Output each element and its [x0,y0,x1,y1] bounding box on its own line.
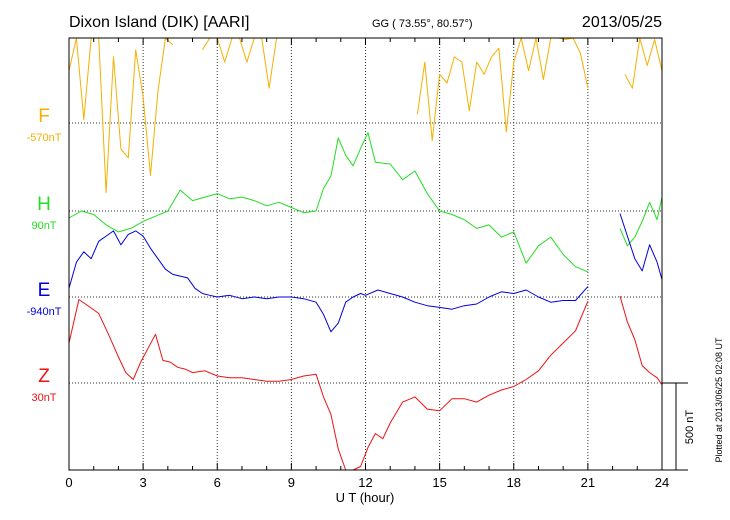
scale-bar: 500 nT [662,382,696,471]
component-baseline-label: -940nT [27,306,62,318]
x-tick-label: 3 [140,475,147,490]
x-tick-label: 18 [507,475,521,490]
x-tick-label: 21 [581,475,595,490]
component-name: F [38,106,50,127]
component-name: H [37,194,51,215]
plotted-note: Plotted at 2013/06/25 02:08 UT [714,337,724,463]
station-coordinates: GG ( 73.55°, 80.57°) [372,18,473,30]
chart-date: 2013/05/25 [582,14,662,31]
component-baseline-label: 30nT [31,392,56,404]
x-tick-label: 6 [214,475,221,490]
component-name: Z [38,366,50,387]
station-title: Dixon Island (DIK) [AARI] [69,14,250,31]
series-line-z [68,295,663,471]
series-lines [68,37,663,471]
component-name: E [38,280,51,301]
x-tick-label: 24 [655,475,669,490]
x-axis-ticks: 0 3 6 9 12 15 18 21 24 [65,38,669,490]
x-tick-label: 9 [288,475,295,490]
grid-lines [69,38,662,470]
component-baseline-label: 90nT [31,220,56,232]
series-line-f [68,37,663,194]
x-tick-label: 15 [432,475,446,490]
x-tick-label: 12 [358,475,372,490]
x-axis-label: U T (hour) [336,490,395,505]
component-baseline-label: -570nT [27,132,62,144]
x-tick-label: 0 [65,475,72,490]
component-labels: F -570nT H 90nT E -940nT Z 30nT [27,106,62,404]
scale-bar-label: 500 nT [684,410,696,445]
series-line-e [68,213,663,333]
series-line-h [68,132,663,273]
